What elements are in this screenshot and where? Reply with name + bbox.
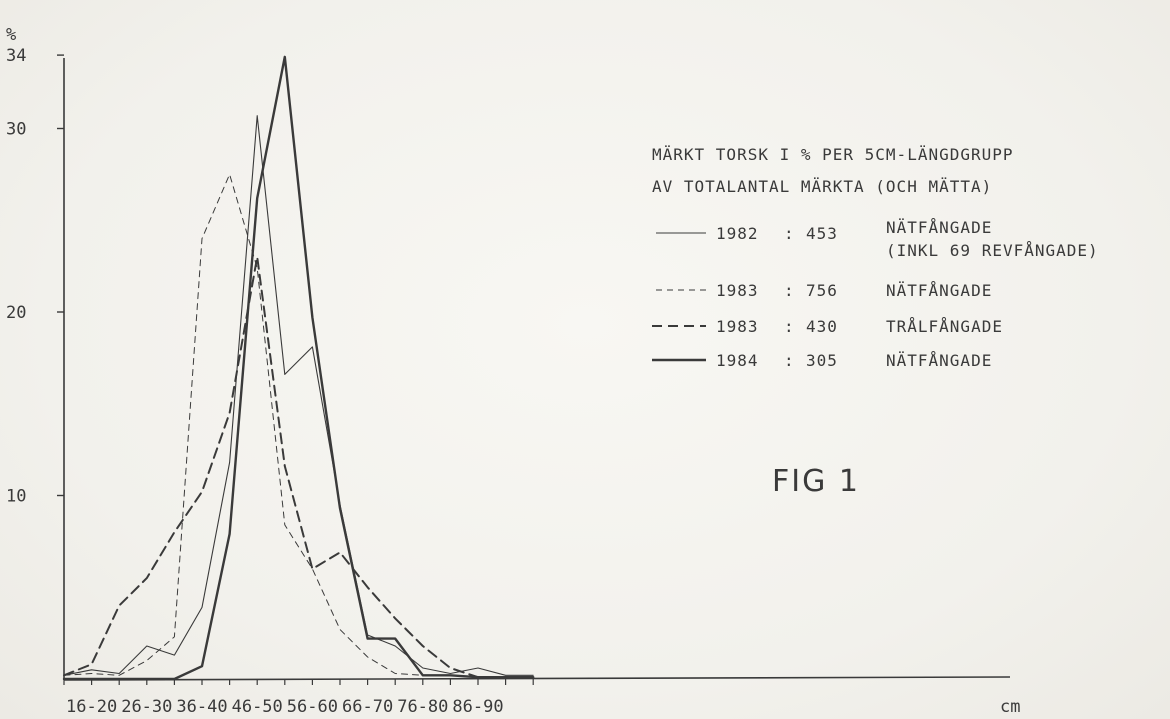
x-tick-label: 16-20 xyxy=(66,697,117,717)
legend-entry-colon: : xyxy=(784,317,795,336)
legend-entry-desc: NÄTFÅNGADE xyxy=(886,218,992,237)
series-lines xyxy=(62,55,535,681)
x-tick-label: 36-40 xyxy=(176,697,227,717)
legend: MÄRKT TORSK I % PER 5CM-LÄNGDGRUPP AV TO… xyxy=(652,145,1099,370)
legend-entry-colon: : xyxy=(784,351,795,370)
legend-title-line2: AV TOTALANTAL MÄRKTA (OCH MÄTTA) xyxy=(652,177,992,196)
series-line-thick-solid xyxy=(62,55,535,681)
x-axis xyxy=(63,676,1011,681)
legend-entry-count: 305 xyxy=(806,351,838,370)
series-line-short-dash xyxy=(63,173,534,678)
legend-entry-year: 1983 xyxy=(716,281,759,300)
figure-label: FIG 1 xyxy=(772,464,860,499)
legend-entry-count: 756 xyxy=(806,281,838,300)
legend-entry-colon: : xyxy=(784,281,795,300)
legend-entry-colon: : xyxy=(784,224,795,243)
legend-entry-note: (INKL 69 REVFÅNGADE) xyxy=(886,241,1099,260)
x-tick-label: 86-90 xyxy=(452,697,503,717)
y-tick-label: 10 xyxy=(6,487,26,507)
legend-entry-desc: TRÅLFÅNGADE xyxy=(886,317,1003,336)
legend-entry-year: 1983 xyxy=(716,317,759,336)
x-tick-label: 66-70 xyxy=(342,697,393,717)
x-ticks: 16-20 26-30 36-40 46-50 56-60 66-70 76-80 86-90 xyxy=(63,679,534,717)
legend-title-line1: MÄRKT TORSK I % PER 5CM-LÄNGDGRUPP xyxy=(652,145,1014,164)
legend-entry-desc: NÄTFÅNGADE xyxy=(886,281,992,300)
y-tick-label: 20 xyxy=(6,303,26,323)
y-unit-label: % xyxy=(6,25,16,45)
legend-entry-year: 1982 xyxy=(716,224,759,243)
y-tick-label: 30 xyxy=(6,120,26,140)
series-line-long-dash xyxy=(63,255,535,679)
legend-entry-count: 453 xyxy=(806,224,838,243)
legend-entry-count: 430 xyxy=(806,317,838,336)
x-tick-label: 46-50 xyxy=(232,697,283,717)
x-unit-label: cm xyxy=(1000,697,1020,717)
x-tick-label: 56-60 xyxy=(287,697,338,717)
x-tick-label: 76-80 xyxy=(397,697,448,717)
series-line-thin-solid xyxy=(63,115,534,676)
legend-entry-year: 1984 xyxy=(716,351,759,370)
y-tick-label: 34 xyxy=(6,46,26,66)
legend-entry-desc: NÄTFÅNGADE xyxy=(886,351,992,370)
x-tick-label: 26-30 xyxy=(121,697,172,717)
y-ticks: 10 20 30 34 xyxy=(6,46,64,507)
